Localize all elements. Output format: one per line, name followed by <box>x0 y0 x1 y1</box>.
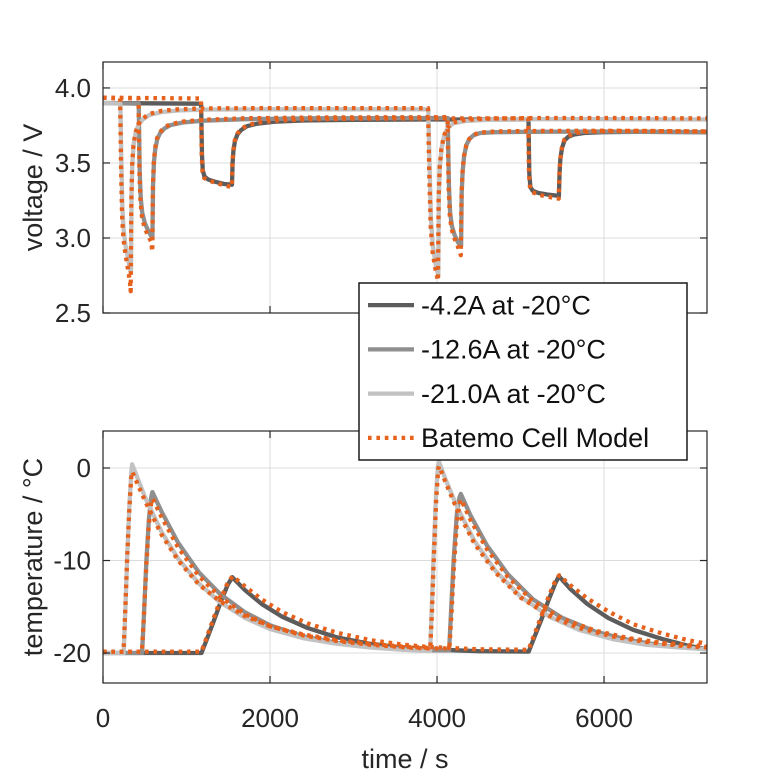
temperature-xtick-label: 4000 <box>408 703 466 733</box>
legend-label-0: -4.2A at -20°C <box>421 290 591 320</box>
temperature-xlabel: time / s <box>361 744 448 774</box>
legend: -4.2A at -20°C -12.6A at -20°C -21.0A at -… <box>358 282 688 461</box>
temperature-xtick-label: 6000 <box>575 703 633 733</box>
temperature-series-light <box>103 459 707 656</box>
voltage-series-group <box>103 95 707 294</box>
voltage-series-model-dark <box>103 95 707 201</box>
temperature-plot-area <box>103 431 707 683</box>
legend-label-3: Batemo Cell Model <box>421 423 649 453</box>
voltage-plot-area <box>103 62 707 313</box>
legend-label-1: -12.6A at -20°C <box>421 335 606 365</box>
legend-label-2: -21.0A at -20°C <box>421 379 606 409</box>
temperature-ytick-label: 0 <box>77 453 91 483</box>
voltage-ytick-label: 3.5 <box>55 148 91 178</box>
temperature-axes: 0 -10 -20 0 2000 4000 6000 time / s temperature … <box>18 430 708 774</box>
temperature-ytick-label: -20 <box>53 638 91 668</box>
voltage-series-model-light <box>103 95 707 294</box>
legend-box <box>358 282 688 461</box>
temperature-ylabel: temperature / °C <box>18 458 48 656</box>
temperature-series-group <box>103 459 707 656</box>
voltage-ylabel: voltage / V <box>18 124 48 252</box>
voltage-axes: 4.0 3.5 3.0 2.5 voltage / V <box>18 61 708 328</box>
temperature-xtick-label: 0 <box>96 703 110 733</box>
voltage-ytick-label: 4.0 <box>55 73 91 103</box>
voltage-ytick-label: 3.0 <box>55 223 91 253</box>
temperature-ytick-label: -10 <box>53 545 91 575</box>
temperature-xtick-label: 2000 <box>241 703 299 733</box>
temperature-series-model-light <box>103 464 707 654</box>
voltage-ytick-label: 2.5 <box>55 298 91 328</box>
